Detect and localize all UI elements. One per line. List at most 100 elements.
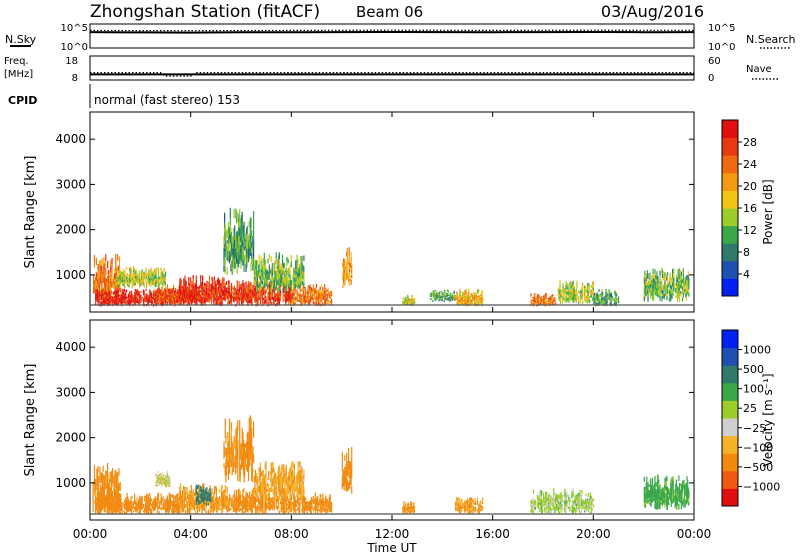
power-heat-cell xyxy=(319,293,321,297)
power-heat-cell xyxy=(293,295,295,298)
power-heat-cell xyxy=(327,296,329,299)
power-heat-cell xyxy=(175,293,177,295)
power-heat-cell xyxy=(237,291,239,293)
power-heat-cell xyxy=(168,300,170,304)
power-heat-cell xyxy=(208,298,211,303)
power-heat-cell xyxy=(645,281,647,285)
power-heat-cell xyxy=(282,270,284,274)
power-heat-cell xyxy=(149,296,151,299)
power-heat-cell xyxy=(150,270,152,275)
vel-heat-cell xyxy=(110,496,112,501)
power-heat-cell xyxy=(149,291,151,295)
power-heat-cell xyxy=(246,241,248,249)
power-heat-cell xyxy=(298,263,301,268)
power-heat-cell xyxy=(122,277,124,280)
power-heat-cell xyxy=(244,292,246,294)
vel-heat-cell xyxy=(101,504,103,507)
power-heat-cell xyxy=(247,298,250,302)
power-heat-cell xyxy=(93,284,95,288)
power-heat-cell xyxy=(666,280,669,286)
vel-heat-cell xyxy=(95,502,97,506)
power-heat-cell xyxy=(237,299,239,302)
power-heat-cell xyxy=(157,281,160,285)
power-heat-cell xyxy=(135,280,138,282)
power-heat-cell xyxy=(239,244,241,249)
power-heat-cell xyxy=(146,295,148,298)
power-heat-cell xyxy=(677,284,679,289)
power-heat-cell xyxy=(661,273,664,278)
power-heat-cell xyxy=(407,297,409,299)
power-heat-cell xyxy=(123,291,125,294)
power-heat-cell xyxy=(442,292,444,294)
power-heat-cell xyxy=(162,270,164,274)
power-heat-cell xyxy=(537,301,539,303)
power-heat-cell xyxy=(452,294,454,296)
power-heat-cell xyxy=(569,288,571,293)
power-heat-cell xyxy=(320,284,323,288)
vel-heat-cell xyxy=(121,506,123,509)
power-heat-cell xyxy=(432,300,434,302)
power-heat-cell xyxy=(200,279,202,284)
power-heat-cell xyxy=(139,270,141,274)
power-heat-cell xyxy=(250,218,252,228)
power-heat-cell xyxy=(412,297,414,299)
power-heat-cell xyxy=(265,282,267,285)
power-heat-cell xyxy=(668,293,671,298)
power-heat-cell xyxy=(232,294,235,298)
power-heat-cell xyxy=(234,288,236,291)
power-heat-cell xyxy=(342,266,345,271)
power-heat-cell xyxy=(565,281,567,285)
power-heat-cell xyxy=(462,301,464,304)
nave-label: Nave xyxy=(746,64,772,75)
power-heat-cell xyxy=(215,283,218,288)
power-heat-cell xyxy=(138,293,140,296)
power-heat-cell xyxy=(562,296,564,300)
power-heat-cell xyxy=(445,295,447,297)
vel-heat-cell xyxy=(99,501,101,504)
power-heat-cell xyxy=(282,296,284,300)
power-heat-cell xyxy=(445,296,447,298)
vel-heat-cell xyxy=(109,477,111,483)
power-heat-cell xyxy=(565,292,567,296)
vel-heat-cell xyxy=(100,503,102,508)
power-heat-cell xyxy=(244,290,246,292)
power-heat-cell xyxy=(342,279,345,284)
power-heat-cell xyxy=(192,279,194,284)
power-heat-cell xyxy=(563,298,565,301)
power-heat-cell xyxy=(461,291,464,295)
power-heat-cell xyxy=(190,301,192,305)
power-heat-cell xyxy=(112,297,114,299)
vel-heat-cell xyxy=(102,465,104,472)
power-heat-cell xyxy=(239,248,241,253)
power-heat-cell xyxy=(687,271,689,276)
power-heat-cell xyxy=(164,277,166,279)
power-heat-cell xyxy=(107,292,109,295)
power-heat-cell xyxy=(237,259,239,265)
power-heat-cell xyxy=(668,297,671,302)
power-heat-cell xyxy=(190,297,192,300)
vel-heat-cell xyxy=(121,504,123,507)
power-heat-cell xyxy=(237,236,239,243)
power-heat-cell xyxy=(530,295,532,298)
power-heat-cell xyxy=(195,279,197,284)
power-heat-cell xyxy=(605,289,607,292)
power-heat-cell xyxy=(209,292,211,295)
power-heat-cell xyxy=(294,302,296,306)
power-heat-cell xyxy=(329,300,331,303)
power-heat-cell xyxy=(437,292,439,294)
vel-heat-cell xyxy=(98,502,100,506)
power-heat-cell xyxy=(463,295,465,298)
power-heat-cell xyxy=(204,283,206,287)
power-heat-cell xyxy=(680,284,683,289)
power-heat-cell xyxy=(539,299,541,302)
power-heat-cell xyxy=(254,281,257,286)
power-heat-cell xyxy=(315,299,317,303)
power-heat-cell xyxy=(243,221,245,230)
vel-heat-cell xyxy=(107,497,109,502)
power-heat-cell xyxy=(301,288,303,292)
power-heat-cell xyxy=(679,278,681,283)
power-heat-cell xyxy=(101,294,103,297)
power-heat-cell xyxy=(217,277,219,283)
power-heat-cell xyxy=(305,299,308,301)
power-heat-cell xyxy=(263,300,265,304)
